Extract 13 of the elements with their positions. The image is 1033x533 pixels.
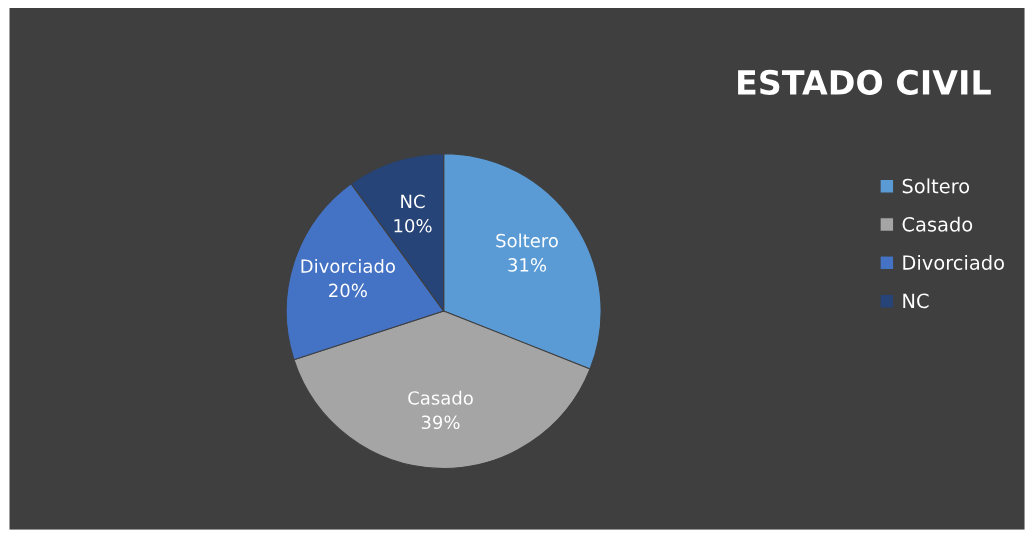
slice-label: Casado: [408, 390, 473, 405]
data-label: 31%: [508, 258, 547, 272]
legend-label: Casado: [902, 216, 973, 232]
slice-label: NC: [401, 194, 425, 209]
legend-label: Divorciado: [903, 254, 1004, 270]
legend-label: NC: [903, 293, 929, 309]
chart-title: ESTADO CIVIL: [738, 69, 991, 95]
slice-label: Soltero: [496, 233, 558, 248]
legend-label: Soltero: [902, 178, 970, 194]
slice-label: Divorciado: [301, 258, 395, 273]
data-label: 20%: [329, 283, 367, 298]
data-label: 10%: [394, 218, 432, 233]
data-label: 39%: [421, 415, 460, 430]
